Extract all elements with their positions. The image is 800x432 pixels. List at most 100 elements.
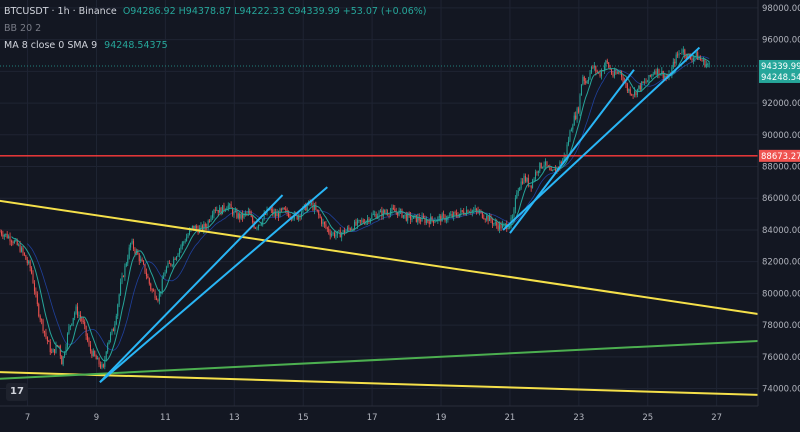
- tradingview-logo[interactable]: 17: [6, 383, 28, 401]
- candle-body: [392, 207, 394, 210]
- candle-body: [112, 329, 114, 332]
- candle-body: [484, 219, 486, 220]
- candle-body: [217, 210, 219, 213]
- resistance-price-label: 88673.27: [759, 149, 800, 162]
- candle-body: [578, 108, 580, 113]
- candle-body: [391, 207, 393, 212]
- candle-body: [158, 293, 160, 301]
- symbol-label[interactable]: BTCUSDT · 1h · Binance: [4, 6, 117, 17]
- candle-body: [601, 70, 603, 77]
- candle-body: [88, 340, 90, 345]
- candle-body: [108, 340, 110, 345]
- candle-body: [131, 241, 133, 244]
- candle-body: [125, 263, 127, 266]
- candle-body: [150, 283, 152, 290]
- candle-body: [410, 214, 412, 220]
- x-tick-label: 17: [367, 413, 378, 423]
- candle-body: [292, 218, 294, 220]
- candle-body: [22, 247, 24, 253]
- candle-body: [612, 73, 614, 77]
- candle-body: [322, 221, 324, 224]
- candle-body: [476, 208, 478, 211]
- candle-body: [52, 349, 54, 353]
- candle-body: [173, 258, 175, 266]
- candle-body: [311, 202, 313, 204]
- candle-body: [585, 80, 587, 84]
- candle-body: [270, 209, 272, 211]
- candle-body: [471, 210, 473, 213]
- candle-body: [0, 231, 2, 235]
- candle-body: [565, 154, 567, 156]
- candle-body: [702, 59, 704, 62]
- candle-body: [58, 345, 60, 347]
- candle-body: [400, 209, 402, 211]
- candle-body: [595, 66, 597, 72]
- candle-body: [265, 214, 267, 215]
- candle-body: [204, 223, 206, 227]
- candle-body: [333, 232, 335, 237]
- candle-body: [300, 212, 302, 217]
- candle-body: [437, 217, 439, 221]
- candle-body: [220, 207, 222, 215]
- candle-body: [695, 52, 697, 57]
- candle-body: [573, 115, 575, 126]
- candle-body: [164, 272, 166, 277]
- candle-body: [45, 332, 47, 337]
- candle-body: [678, 53, 680, 56]
- candle-body: [223, 205, 225, 210]
- candle-body: [124, 265, 126, 277]
- candle-body: [5, 233, 7, 235]
- time-axis: [0, 406, 800, 428]
- candle-body: [33, 283, 35, 292]
- candle-body: [684, 49, 686, 56]
- candle-body: [32, 273, 34, 284]
- candle-body: [163, 276, 165, 279]
- candle-body: [701, 59, 703, 62]
- candle-body: [55, 345, 57, 354]
- bb-indicator-label[interactable]: BB 20 2: [4, 23, 42, 34]
- legend-symbol-row[interactable]: BTCUSDT · 1h · Binance O94286.92 H94378.…: [4, 3, 426, 20]
- candle-body: [480, 211, 482, 213]
- ma-indicator-label[interactable]: MA 8 close 0 SMA 9: [4, 40, 98, 51]
- candle-body: [483, 217, 485, 220]
- candle-body: [99, 364, 101, 368]
- candle-body: [530, 185, 532, 188]
- candle-body: [325, 224, 327, 228]
- candle-body: [408, 213, 410, 215]
- candle-body: [646, 81, 648, 83]
- x-tick-label: 19: [436, 413, 447, 423]
- candle-body: [486, 215, 488, 220]
- candle-body: [276, 213, 278, 217]
- candle-body: [631, 94, 633, 96]
- candle-body: [161, 278, 163, 292]
- candle-body: [137, 250, 139, 255]
- candle-body: [214, 209, 216, 211]
- chart-legend: BTCUSDT · 1h · Binance O94286.92 H94378.…: [4, 3, 426, 54]
- candle-body: [170, 263, 172, 266]
- legend-bb-row[interactable]: BB 20 2: [4, 20, 426, 37]
- candle-body: [411, 218, 413, 220]
- candle-body: [153, 290, 155, 292]
- candle-body: [685, 55, 687, 59]
- candle-body: [677, 54, 679, 56]
- candle-body: [351, 229, 353, 231]
- candle-body: [81, 318, 83, 322]
- candle-body: [642, 81, 644, 83]
- candle-body: [401, 209, 403, 218]
- candle-body: [61, 355, 63, 365]
- candle-body: [306, 205, 308, 211]
- candle-body: [671, 67, 673, 76]
- green-trend-line: [0, 339, 759, 380]
- candle-body: [104, 359, 106, 367]
- y-tick-label: 82000.00: [762, 258, 800, 268]
- candle-body: [424, 217, 426, 223]
- candle-body: [514, 198, 516, 210]
- legend-ma-row[interactable]: MA 8 close 0 SMA 9 94248.54375: [4, 37, 426, 54]
- candle-body: [77, 306, 79, 316]
- yellow-trend-line: [0, 371, 759, 396]
- candle-body: [665, 76, 667, 78]
- candle-body: [239, 213, 241, 219]
- candle-body: [211, 214, 213, 218]
